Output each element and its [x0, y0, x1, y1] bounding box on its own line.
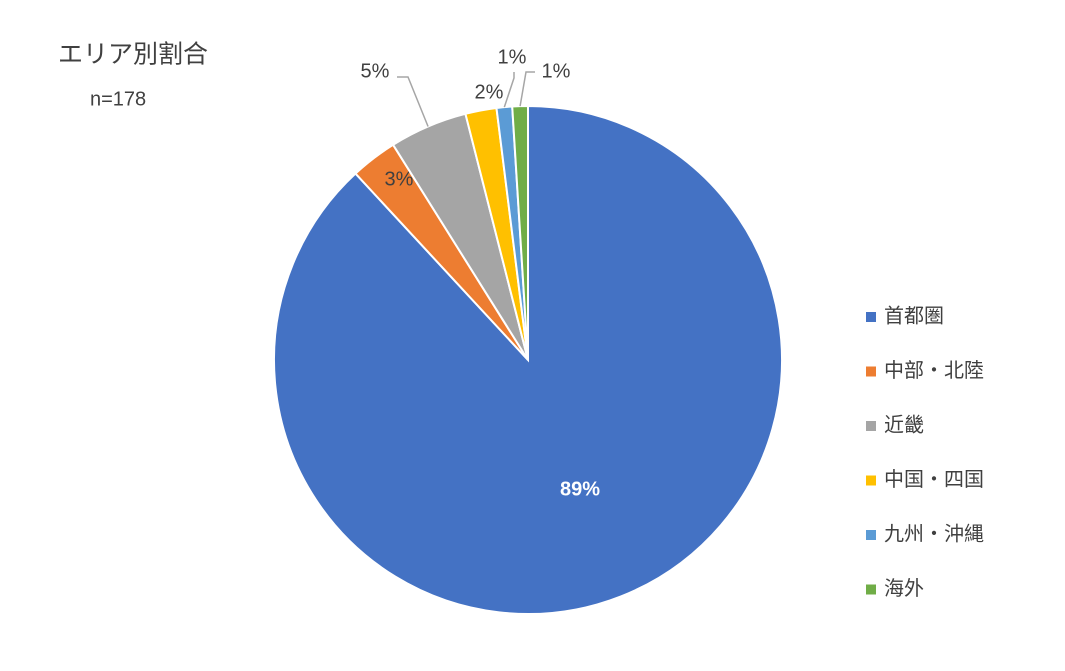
legend-label: 海外 [884, 577, 924, 600]
legend-label: 中国・四国 [884, 468, 984, 491]
data-label: 5% [361, 60, 390, 82]
legend-swatch [866, 421, 876, 431]
legend-swatch [866, 366, 876, 377]
legend-label: 九州・沖縄 [884, 522, 984, 545]
leader-line [519, 71, 535, 107]
legend-label: 首都圏 [884, 304, 944, 327]
data-label: 89% [560, 478, 600, 500]
leader-line [397, 76, 429, 127]
legend-swatch [866, 530, 876, 540]
legend-swatch [866, 312, 876, 322]
legend-label: 近畿 [884, 413, 924, 436]
data-label: 3% [385, 168, 414, 190]
leader-line [503, 72, 515, 108]
legend-swatch [866, 584, 876, 595]
chart-subtitle: n=178 [90, 88, 146, 110]
legend-label: 中部・北陸 [884, 359, 984, 382]
data-label: 1% [498, 46, 527, 68]
chart-title: エリア別割合 [58, 41, 208, 69]
legend-swatch [866, 475, 876, 486]
data-label: 1% [542, 60, 571, 82]
data-label: 2% [475, 81, 504, 103]
